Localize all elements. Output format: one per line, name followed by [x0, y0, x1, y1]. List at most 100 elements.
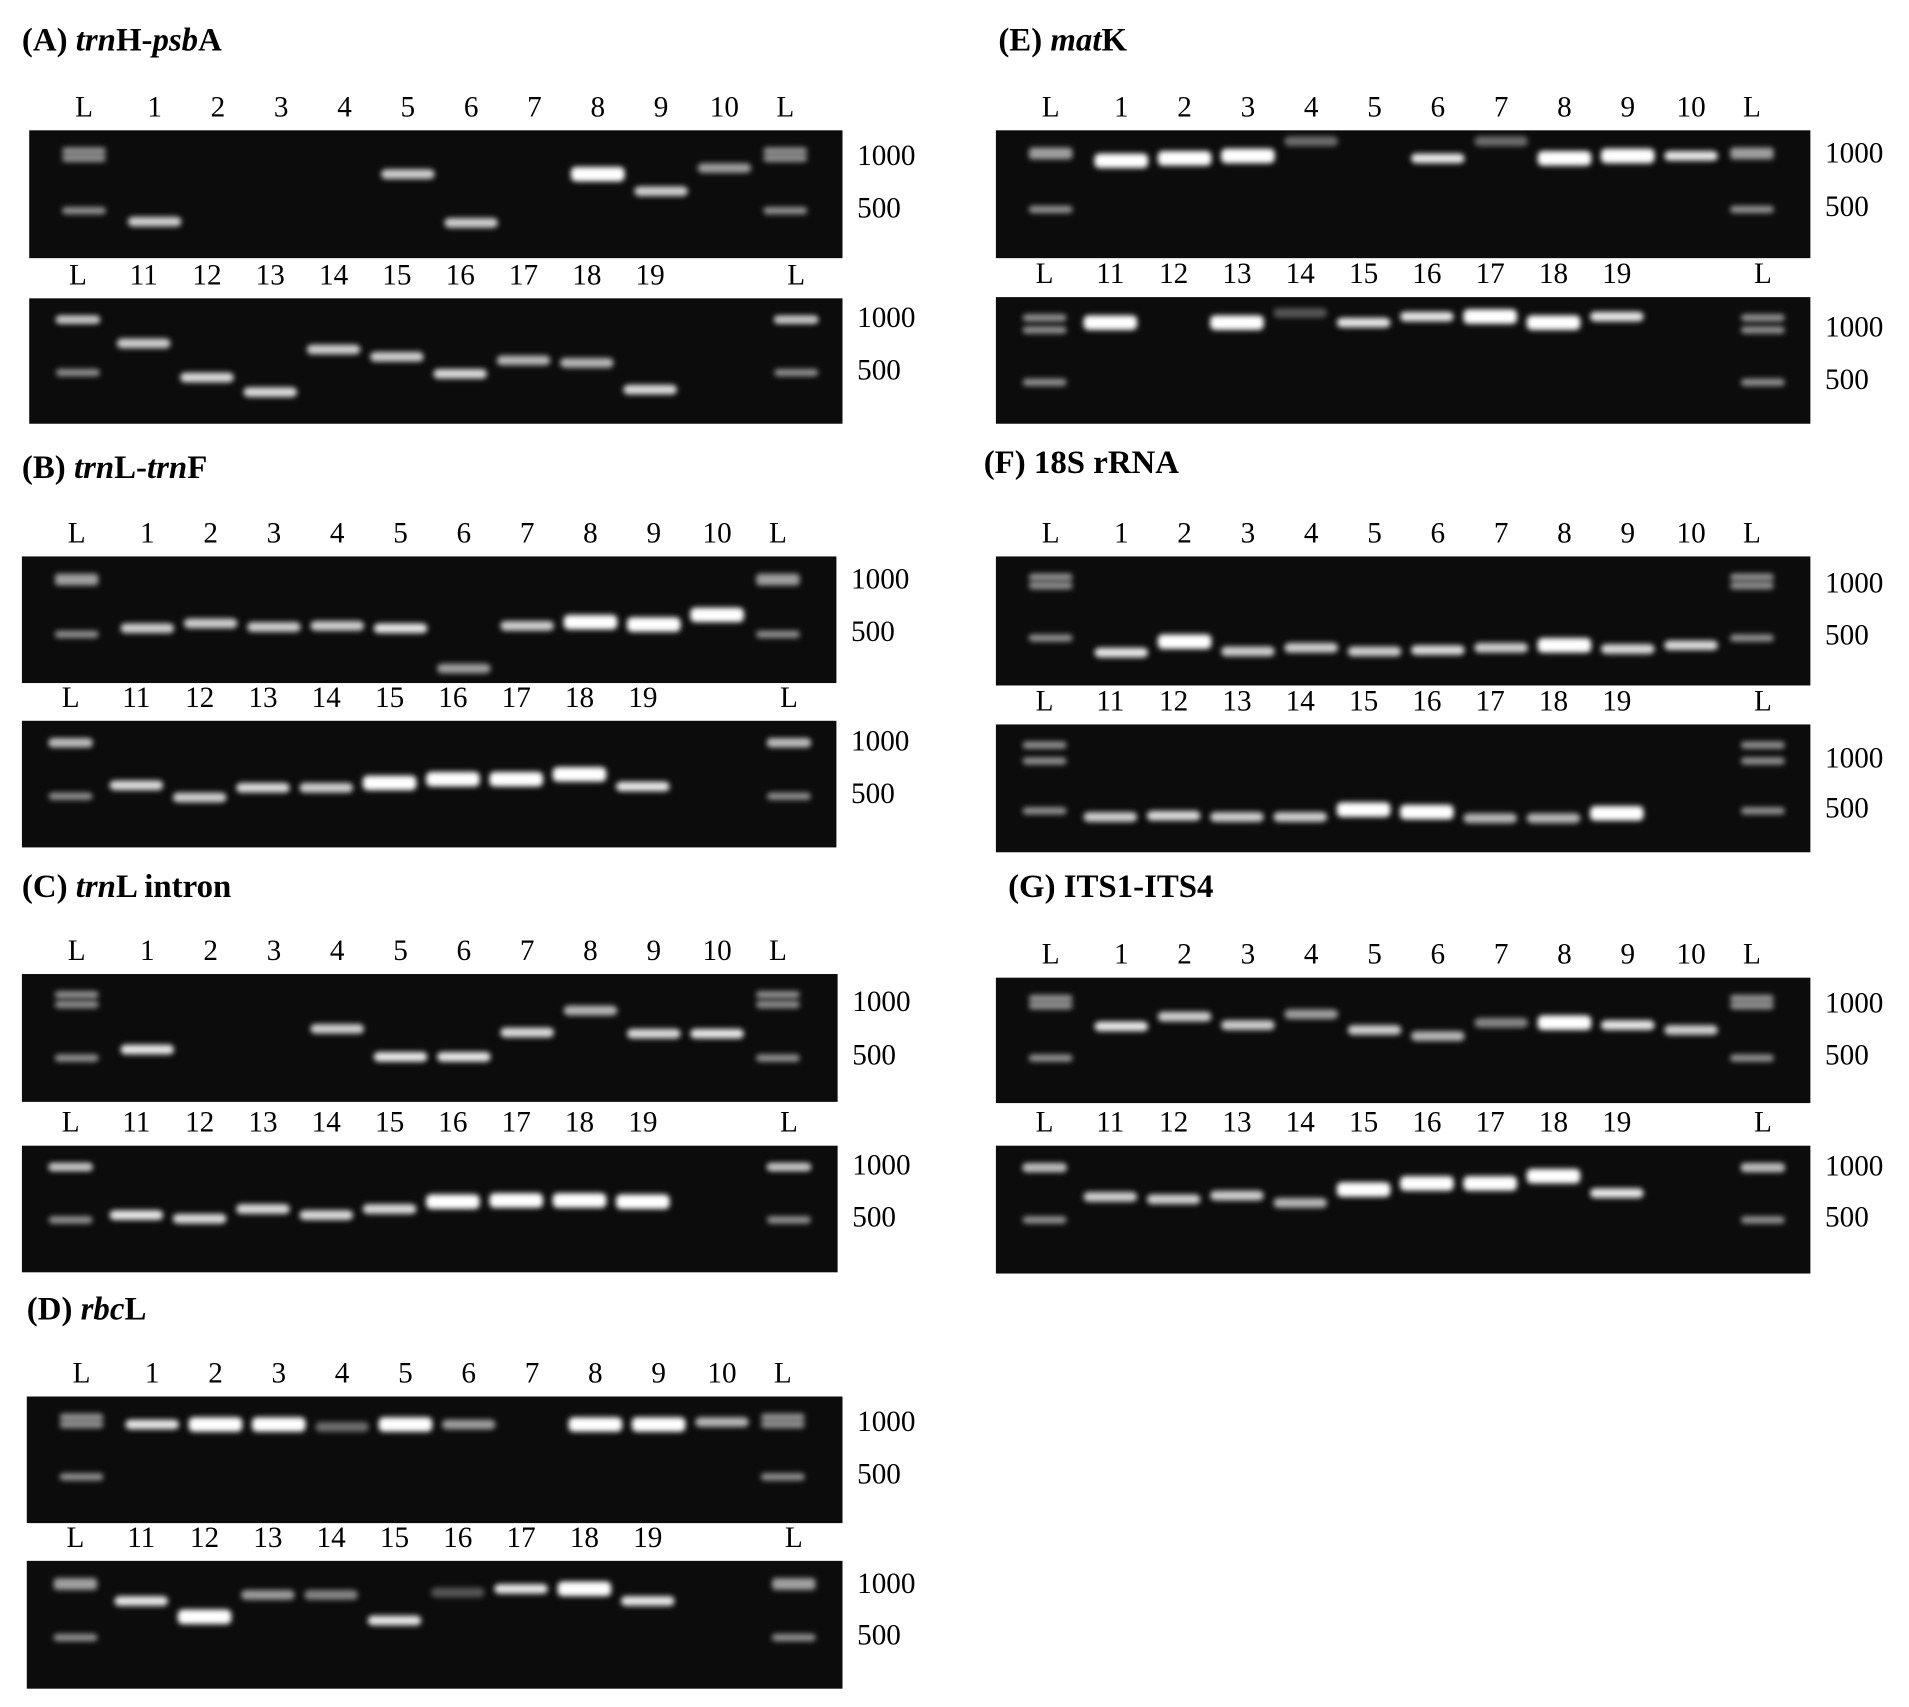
band — [1146, 810, 1201, 821]
band — [1537, 1015, 1592, 1031]
lane-label: 16 — [1412, 258, 1441, 290]
ladder-band — [1730, 634, 1774, 642]
ladder-band — [1028, 1002, 1073, 1010]
lane-label: 6 — [461, 1357, 476, 1389]
ladder-band — [763, 207, 808, 215]
lane-label: 10 — [710, 91, 739, 123]
lane-label: 10 — [1676, 517, 1705, 549]
ladder-band — [59, 1420, 104, 1429]
band — [373, 1051, 428, 1062]
ladder-band — [54, 630, 99, 639]
lane-label: 5 — [393, 517, 408, 549]
ladder-band — [48, 740, 93, 748]
band — [1411, 153, 1465, 164]
band — [1157, 1011, 1212, 1022]
ladder-band — [1028, 582, 1073, 590]
band — [362, 775, 417, 791]
band — [183, 618, 238, 629]
ladder-band — [760, 1413, 805, 1421]
title-part: (F) 18S rRNA — [984, 445, 1180, 481]
lane-label: 16 — [446, 259, 475, 291]
band — [378, 1417, 433, 1432]
band — [1273, 812, 1328, 822]
lane-label: L — [787, 259, 805, 291]
band — [1411, 1031, 1465, 1041]
ladder-band — [59, 1473, 104, 1481]
band — [552, 767, 607, 782]
lane-label: 12 — [190, 1522, 219, 1554]
gel — [21, 1145, 838, 1273]
title-part: trn — [147, 450, 187, 486]
title-part: L- — [114, 450, 147, 486]
band — [1210, 812, 1264, 822]
ladder-band — [1022, 1165, 1067, 1173]
lane-label: 16 — [1412, 685, 1441, 717]
size-label: 1000 — [851, 564, 909, 596]
lane-label: 7 — [520, 935, 535, 967]
band — [494, 1583, 548, 1594]
band — [1347, 646, 1402, 657]
ladder-band — [1740, 378, 1785, 386]
lane-label: 13 — [253, 1522, 282, 1554]
lane-label: 11 — [122, 682, 150, 714]
title-part: trn — [76, 22, 116, 58]
lane-label: 18 — [565, 1107, 594, 1139]
lane-label: 1 — [1114, 91, 1129, 123]
panel-title: (G) ITS1-ITS4 — [1008, 868, 1213, 904]
lane-label: 15 — [375, 1107, 404, 1139]
ladder-band — [1730, 205, 1774, 214]
lane-label: 9 — [1620, 517, 1635, 549]
size-label: 500 — [851, 616, 895, 648]
size-label: 500 — [1825, 1040, 1869, 1072]
band — [177, 1609, 232, 1625]
band — [1284, 642, 1339, 653]
lane-label: 12 — [1159, 258, 1188, 290]
panel-title: (E) matK — [998, 22, 1127, 58]
lane-label: 16 — [438, 1107, 467, 1139]
lane-label: L — [1036, 685, 1054, 717]
title-part: trn — [74, 450, 114, 486]
band — [1411, 645, 1465, 656]
band — [1474, 136, 1528, 147]
lane-label: 6 — [457, 935, 472, 967]
ladder-band — [1022, 314, 1067, 322]
panel-title: (B) trnL-trnF — [22, 450, 207, 486]
lane-label: 4 — [335, 1357, 350, 1389]
lane-label: 4 — [330, 517, 345, 549]
size-label: 500 — [1825, 1202, 1869, 1234]
lane-label: 14 — [312, 1107, 342, 1139]
lane-label: L — [785, 1522, 803, 1554]
lane-label: 9 — [651, 1357, 666, 1389]
lane-label: 1 — [140, 517, 155, 549]
band — [433, 368, 487, 379]
ladder-band — [767, 1163, 811, 1172]
lane-label: 14 — [317, 1522, 347, 1554]
band — [236, 1204, 290, 1214]
lane-label: 10 — [1676, 939, 1705, 971]
lane-label: L — [1036, 1107, 1054, 1139]
ladder-band — [56, 368, 100, 377]
lane-label: 11 — [127, 1522, 155, 1554]
lane-label: 12 — [185, 1107, 214, 1139]
band — [1146, 1194, 1201, 1205]
size-label: 1000 — [857, 302, 915, 334]
band — [1400, 311, 1454, 322]
band — [1590, 1188, 1644, 1199]
band — [373, 623, 428, 634]
band — [1210, 1190, 1264, 1201]
band — [120, 1044, 175, 1055]
title-part: F — [187, 450, 207, 486]
band — [1273, 308, 1328, 318]
size-label: 500 — [852, 1202, 896, 1234]
ladder-band — [62, 207, 106, 215]
ladder-band — [48, 792, 93, 800]
lane-label: 2 — [1177, 91, 1192, 123]
ladder-band — [1022, 807, 1067, 815]
lane-label: 19 — [1602, 1107, 1631, 1139]
lane-label: 2 — [211, 91, 226, 123]
lane-label: 9 — [646, 935, 661, 967]
lane-label: 8 — [1557, 91, 1572, 123]
band — [1221, 646, 1275, 657]
ladder-band — [1730, 1054, 1774, 1062]
lane-label: 8 — [588, 1357, 603, 1389]
